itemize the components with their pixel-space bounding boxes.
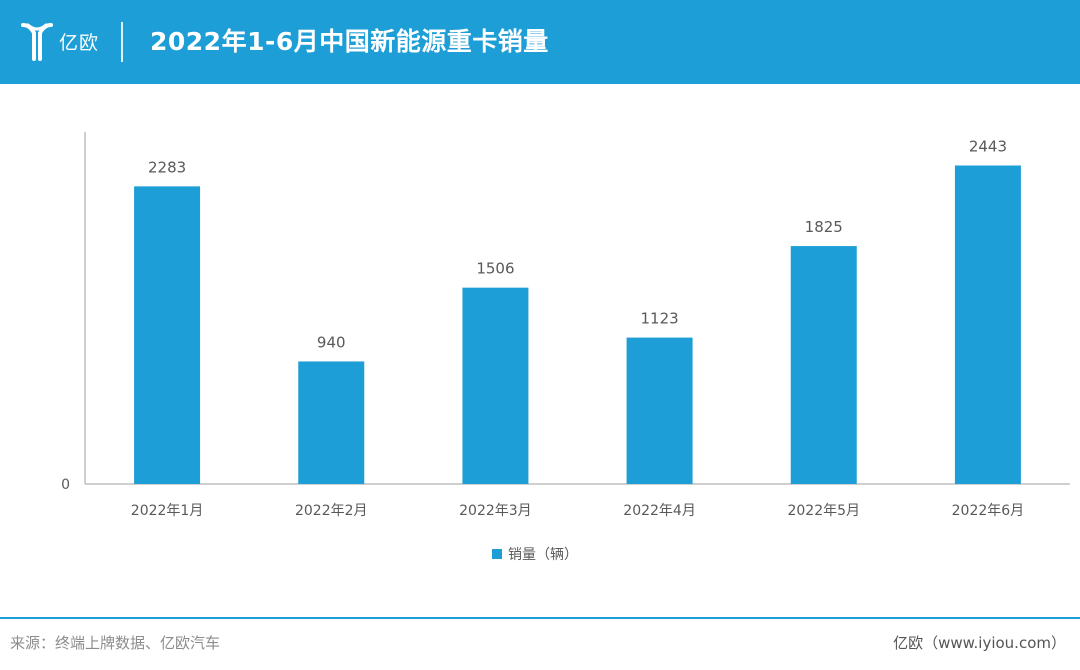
bar (134, 186, 201, 484)
bar (298, 361, 365, 484)
logo-text: 亿欧 (59, 31, 100, 54)
x-tick-label: 2022年5月 (787, 503, 860, 519)
data-label: 1506 (476, 260, 514, 278)
legend-label: 销量（辆） (508, 547, 578, 563)
logo: 亿欧 (20, 18, 99, 64)
bar-chart: 0 2283 2022年1月 940 2022年2月 1506 2022年3月 1123 202… (61, 132, 1070, 563)
x-tick-label: 2022年4月 (623, 503, 696, 519)
site-credit: 亿欧（www.iyiou.com） (893, 634, 1066, 652)
bar (462, 287, 529, 484)
x-tick-label: 2022年1月 (131, 503, 204, 519)
x-tick-label: 2022年2月 (295, 503, 368, 519)
data-label: 1123 (640, 310, 678, 328)
yiou-logo-icon (21, 23, 53, 61)
data-label: 2283 (148, 158, 186, 176)
header-banner: 亿欧 2022年1-6月中国新能源重卡销量 (0, 0, 1080, 84)
page-title: 2022年1-6月中国新能源重卡销量 (150, 27, 549, 56)
y-tick-label: 0 (61, 477, 70, 493)
legend-swatch (492, 549, 502, 559)
data-label: 1825 (805, 218, 843, 236)
bar (626, 337, 693, 484)
bar (790, 246, 857, 484)
data-label: 2443 (969, 138, 1007, 156)
x-tick-label: 2022年6月 (952, 503, 1025, 519)
footer-divider (0, 617, 1080, 619)
x-tick-label: 2022年3月 (459, 503, 532, 519)
data-label: 940 (317, 333, 346, 351)
header-divider (121, 22, 123, 62)
source-note: 来源：终端上牌数据、亿欧汽车 (10, 634, 221, 652)
bar (954, 165, 1021, 484)
